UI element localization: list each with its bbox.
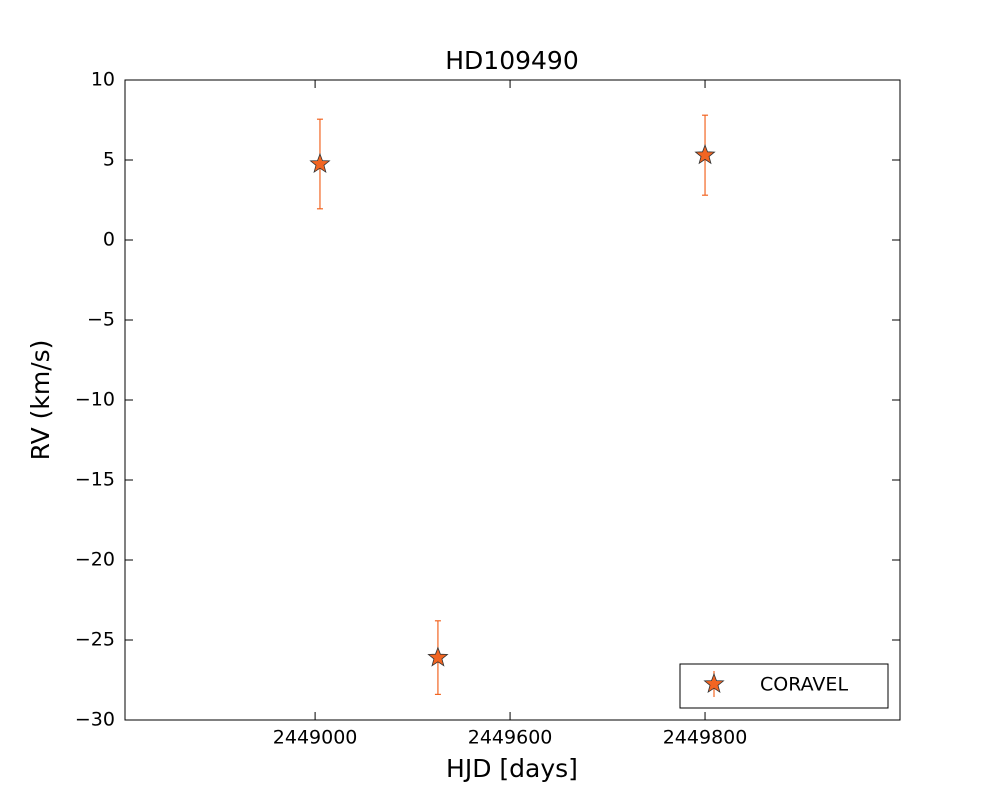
x-axis-label: HJD [days] — [446, 754, 578, 783]
plot-frame — [124, 79, 901, 721]
y-tick-label: −30 — [75, 709, 115, 731]
data-point — [694, 144, 716, 165]
y-tick-label: −5 — [87, 309, 115, 331]
y-tick-label: 10 — [91, 69, 115, 91]
y-tick-label: −15 — [75, 469, 115, 491]
x-tick-label: 2449600 — [468, 727, 553, 749]
data-point — [427, 646, 449, 667]
y-axis-label: RV (km/s) — [26, 340, 55, 461]
data-point — [309, 152, 331, 174]
x-tick-label: 2449800 — [663, 727, 748, 749]
y-tick-label: 5 — [103, 149, 115, 171]
y-tick-label: −25 — [75, 629, 115, 651]
y-tick-label: −20 — [75, 549, 115, 571]
x-tick-label: 2449000 — [273, 727, 358, 749]
chart-title: HD109490 — [445, 46, 578, 75]
y-tick-label: −10 — [75, 389, 115, 411]
legend-marker — [703, 672, 725, 694]
y-tick-label: 0 — [103, 229, 115, 251]
legend-label: CORAVEL — [760, 674, 848, 696]
